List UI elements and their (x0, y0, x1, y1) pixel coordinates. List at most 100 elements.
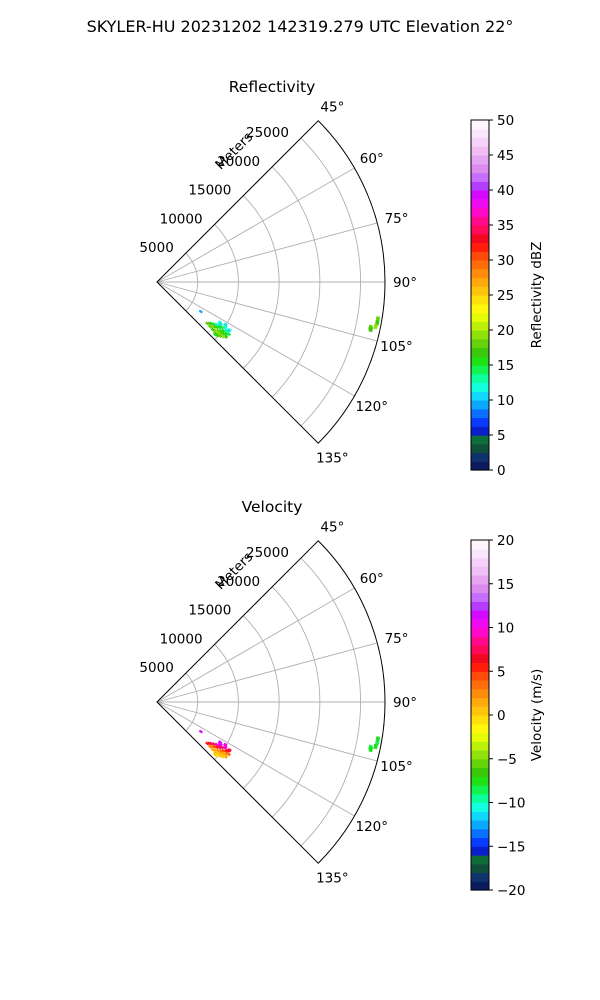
azimuth-gridline (156, 281, 355, 397)
azimuth-gridline (156, 701, 355, 817)
colorbar-swatch (471, 155, 489, 165)
colorbar-swatch (471, 636, 489, 646)
colorbar-swatch (471, 767, 489, 777)
colorbar-swatch (471, 627, 489, 637)
range-tick-label: 5000 (139, 660, 173, 676)
colorbar-swatch (471, 855, 489, 865)
data-gate (368, 746, 374, 753)
data-gate (368, 326, 374, 333)
range-tick-label: 10000 (160, 211, 203, 227)
colorbar-swatch (471, 645, 489, 655)
colorbar-swatch (471, 225, 489, 235)
azimuth-tick-label: 120° (356, 819, 389, 835)
colorbar-swatch (471, 557, 489, 567)
panel-title: Reflectivity (229, 78, 316, 96)
colorbar-tick-label: 50 (497, 113, 514, 129)
colorbar-swatch (471, 758, 489, 769)
colorbar-swatch (471, 802, 489, 812)
colorbar-swatch (471, 653, 489, 664)
colorbar-swatch (471, 207, 489, 217)
azimuth-gridline (156, 642, 378, 703)
colorbar-swatch (471, 190, 489, 200)
colorbar-swatch (471, 583, 489, 594)
colorbar-swatch (471, 163, 489, 174)
data-gate (222, 325, 228, 331)
data-gate (207, 324, 213, 329)
azimuth-gridline (156, 167, 355, 283)
colorbar-swatch (471, 120, 489, 130)
azimuth-tick-label: 75° (385, 211, 409, 227)
colorbar-tick-label: 40 (497, 183, 514, 199)
colorbar-swatch (471, 312, 489, 322)
data-gate (374, 740, 380, 746)
colorbar-swatch (471, 881, 489, 891)
data-gate (212, 332, 218, 337)
colorbar-swatch (471, 846, 489, 856)
colorbar-swatch (471, 715, 489, 725)
data-gate (373, 323, 378, 330)
colorbar-tick-label: −5 (497, 752, 517, 768)
azimuth-tick-label: 90° (393, 695, 417, 711)
azimuth-tick-label: 120° (356, 399, 389, 415)
velocity-panel: Velocity 45° 60° 75° 90° 105° 120° 135° 5000 1000… (139, 498, 545, 899)
range-tick-label: 20000 (217, 154, 260, 170)
colorbar-swatch (471, 137, 489, 147)
colorbar-label: Velocity (m/s) (529, 669, 545, 762)
sector-outline (156, 120, 386, 444)
colorbar-swatch (471, 146, 489, 156)
colorbar-swatch (471, 688, 489, 699)
range-tick-label: 10000 (160, 631, 203, 647)
data-gate (205, 741, 210, 746)
colorbar-tick-label: 20 (497, 323, 514, 339)
azimuth-tick-label: 45° (320, 100, 344, 116)
colorbar-swatch (471, 776, 489, 786)
range-tick-label: 5000 (139, 240, 173, 256)
colorbar-tick-label: 10 (497, 621, 514, 637)
data-gate (212, 752, 218, 757)
data-gate (198, 729, 204, 734)
azimuth-tick-label: 60° (360, 571, 384, 587)
colorbar-swatch (471, 330, 489, 340)
colorbar-swatch (471, 400, 489, 410)
colorbar-swatch (471, 233, 489, 244)
colorbar-swatch (471, 181, 489, 191)
colorbar-swatch (471, 365, 489, 375)
colorbar-swatch (471, 732, 489, 742)
colorbar-swatch (471, 575, 489, 585)
data-gate (222, 745, 228, 751)
colorbar-tick-label: −20 (497, 883, 526, 899)
azimuth-tick-label: 135° (316, 450, 349, 466)
colorbar-swatch (471, 820, 489, 830)
colorbar-swatch (471, 452, 489, 462)
azimuth-gridline (156, 281, 378, 342)
colorbar-swatch (471, 601, 489, 611)
colorbar-swatch (471, 443, 489, 454)
azimuth-tick-label: 90° (393, 275, 417, 291)
colorbar-swatch (471, 793, 489, 804)
data-gate (207, 744, 213, 749)
figure-suptitle: SKYLER-HU 20231202 142319.279 UTC Elevat… (87, 17, 514, 36)
colorbar-tick-label: 0 (497, 463, 506, 479)
colorbar-swatch (471, 408, 489, 419)
colorbar-swatch (471, 286, 489, 296)
colorbar-swatch (471, 872, 489, 882)
colorbar-swatch (471, 426, 489, 436)
range-tick-label: 20000 (217, 574, 260, 590)
colorbar-swatch (471, 618, 489, 629)
colorbar-swatch (471, 251, 489, 261)
colorbar-swatch (471, 811, 489, 821)
colorbar-swatch (471, 680, 489, 690)
colorbar-tick-label: −15 (497, 839, 526, 855)
data-gate (198, 309, 204, 314)
panel-title: Velocity (242, 498, 303, 516)
colorbar-swatch (471, 338, 489, 349)
colorbar-swatch (471, 741, 489, 751)
colorbar-swatch (471, 242, 489, 252)
colorbar-swatch (471, 610, 489, 620)
colorbar-tick-label: 25 (497, 288, 514, 304)
data-gate (210, 327, 215, 332)
range-tick-label: 25000 (246, 545, 289, 561)
colorbar-tick-label: 20 (497, 533, 514, 549)
colorbar-swatch (471, 435, 489, 445)
